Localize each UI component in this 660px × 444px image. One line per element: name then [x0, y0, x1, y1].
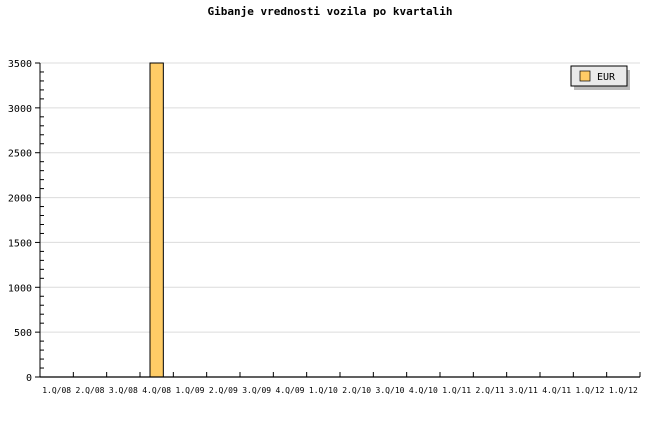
- y-tick-label: 2000: [8, 194, 32, 205]
- x-tick-label: 4.Q/11: [542, 386, 571, 395]
- bar: [149, 62, 164, 378]
- y-tick-label: 1500: [8, 238, 32, 249]
- x-tick-label: 1.Q/10: [309, 386, 338, 395]
- x-tick-label: 3.Q/09: [242, 386, 271, 395]
- legend-swatch: [579, 70, 591, 82]
- axes: 0 500 1000 1500 2000 2500 3000 3500 1.Q/08 2.Q/08…: [8, 59, 641, 395]
- chart-title: Gibanje vrednosti vozila po kvartalih: [207, 5, 452, 18]
- x-tick-label: 3.Q/11: [509, 386, 538, 395]
- x-tick-label: 1.Q/09: [176, 386, 205, 395]
- legend-label: EUR: [597, 72, 616, 83]
- x-tick-label: 1.Q/12: [576, 386, 605, 395]
- x-tick-label: 4.Q/08: [142, 386, 171, 395]
- x-tick-label: 1.Q/12: [609, 386, 638, 395]
- x-tick-label: 4.Q/09: [276, 386, 305, 395]
- y-tick-label: 500: [14, 328, 32, 339]
- x-tick-label: 4.Q/10: [409, 386, 438, 395]
- y-tick-label: 0: [26, 373, 32, 384]
- x-tick-label: 2.Q/10: [342, 386, 371, 395]
- y-tick-label: 3500: [8, 59, 32, 70]
- x-tick-label: 2.Q/11: [476, 386, 505, 395]
- grid: [40, 62, 640, 333]
- x-tick-label: 2.Q/09: [209, 386, 238, 395]
- x-tick-label: 1.Q/08: [42, 386, 71, 395]
- y-tick-label: 2500: [8, 149, 32, 160]
- legend: EUR: [570, 65, 630, 90]
- y-tick-label: 1000: [8, 283, 32, 294]
- x-tick-label: 3.Q/08: [109, 386, 138, 395]
- x-tick-label: 3.Q/10: [376, 386, 405, 395]
- x-tick-label: 2.Q/08: [76, 386, 105, 395]
- bars: [149, 62, 164, 378]
- x-tick-label: 1.Q/11: [442, 386, 471, 395]
- y-tick-label: 3000: [8, 104, 32, 115]
